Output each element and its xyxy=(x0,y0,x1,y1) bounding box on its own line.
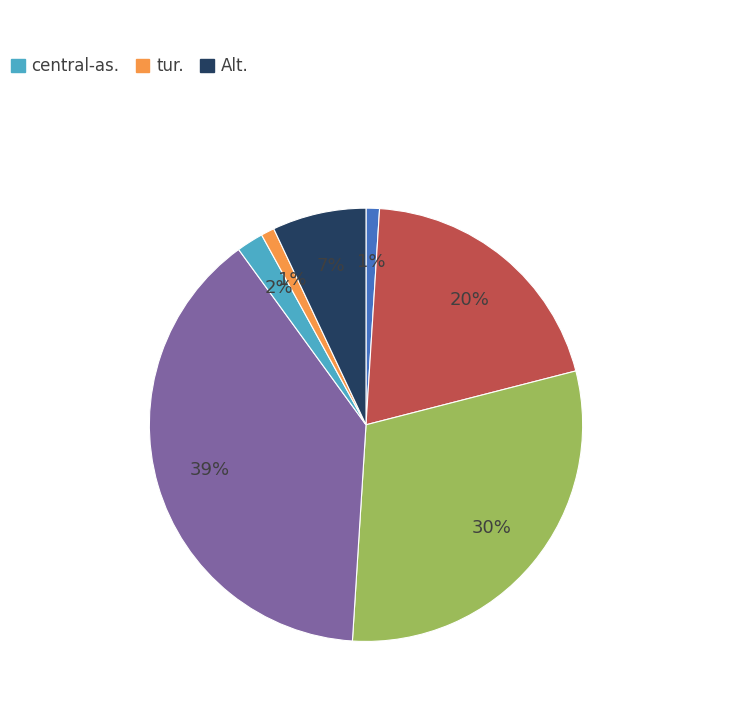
Wedge shape xyxy=(352,371,583,641)
Wedge shape xyxy=(149,249,366,641)
Text: 2%: 2% xyxy=(265,279,294,297)
Wedge shape xyxy=(366,209,576,425)
Wedge shape xyxy=(366,208,380,425)
Text: 20%: 20% xyxy=(449,290,490,309)
Text: 39%: 39% xyxy=(190,461,230,479)
Text: 7%: 7% xyxy=(316,257,345,275)
Text: 30%: 30% xyxy=(471,520,511,537)
Wedge shape xyxy=(261,229,366,425)
Text: 1%: 1% xyxy=(357,253,385,271)
Wedge shape xyxy=(239,235,366,425)
Text: 1%: 1% xyxy=(278,271,307,289)
Legend: central-as., tur., Alt.: central-as., tur., Alt. xyxy=(4,51,255,82)
Wedge shape xyxy=(274,208,366,425)
